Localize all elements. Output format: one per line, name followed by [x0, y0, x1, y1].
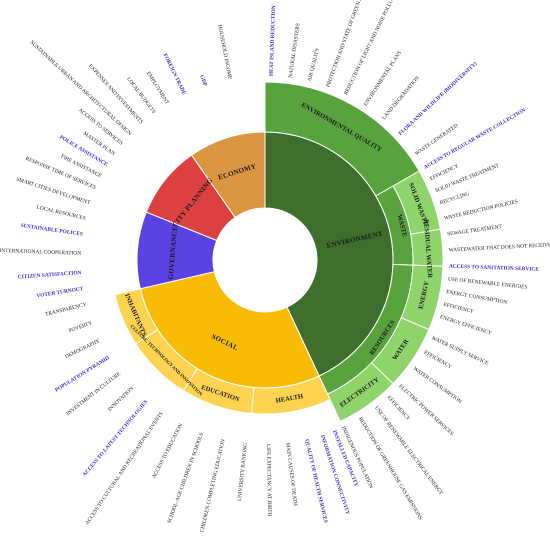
indicator-label: EFFICIENCY — [423, 350, 453, 371]
indicator-label: POVERTY — [68, 320, 93, 334]
indicator-label: VOTER TURNOUT — [36, 286, 84, 299]
indicator-label: GDP — [198, 74, 208, 87]
segment-inhabitants — [114, 288, 159, 345]
indicator-label: EFFICIENCY — [386, 395, 411, 422]
indicator-label: AIR QUALITY — [307, 47, 321, 82]
indicator-label: CHILDREN COMPLETING EDUCATION — [199, 439, 226, 534]
indicator-label: ACCESS TO LATEST TECHNOLOGIES — [82, 399, 149, 478]
subcategory-ring — [326, 170, 444, 422]
indicator-label: LIFE EXPECTANCY AT BIRTH — [265, 444, 272, 517]
indicator-label: HOUSEHOLD INCOME — [216, 24, 233, 80]
indicator-label: POLICE ASSISTANCE — [58, 134, 109, 168]
indicator-label: ENERGY EFFICIENCY — [439, 314, 492, 336]
inner-ring — [136, 131, 394, 389]
indicator-label: DEMOGRAPHY — [64, 338, 101, 360]
indicator-label: PROTECTION AND STATE OF GREEN AREAS — [325, 0, 368, 88]
indicator-label: MAIN CAUSES OF DEATH — [284, 442, 298, 506]
indicator-label: FOREIGN TRADE — [162, 53, 187, 97]
indicator-label: SUSTAINABLE POLICES — [20, 223, 83, 238]
indicator-label: SUSTAINABLE URBAN AND ARCHITECTURAL DESI… — [29, 40, 133, 137]
indicator-label: SEWAGE TREATMENT — [447, 224, 503, 238]
segment-electricity — [326, 362, 394, 422]
indicator-label: EFFICIENCY — [443, 302, 475, 315]
indicator-label: SOLID WASTE TREATMENT — [435, 163, 501, 194]
indicator-label: REDUCTION OF GREENHOUSE GAS EMISSIONS — [357, 416, 423, 521]
indicator-label: NATURAL DISASTERS — [288, 23, 302, 78]
indicator-label: ENERGY CONSUMPTION — [446, 289, 508, 306]
indicator-label: LOCAL RESOURCES — [36, 205, 86, 222]
indicator-label: INNOVATION — [107, 386, 135, 413]
indicator-label: INTERNATIONAL COOPERATION — [0, 248, 81, 257]
indicator-label: CITIZEN SATISFACTION — [18, 270, 82, 280]
label-residual-water: RESIDUAL WATER — [422, 219, 433, 279]
category-ring — [114, 81, 420, 415]
indicator-label: ACCESS TO SANITATION SERVICE — [449, 264, 540, 273]
indicator-label: WASTE REDUCTION POLICIES — [444, 199, 519, 222]
indicator-label: WASTEWATER THAT DOES NOT RECEIVE TREATME… — [449, 240, 550, 253]
indicator-label: USE OF RENEWABLE ENERGIES — [448, 276, 528, 290]
label-health: HEALTH — [275, 393, 304, 405]
indicator-label: HEAT ISLAND REDUCTION — [269, 5, 277, 76]
indicator-label: TRANSPARENCY — [45, 302, 88, 318]
indicator-label: RECYCLING — [439, 191, 470, 206]
indicator-label: UNIVERSITY RANKING — [237, 443, 249, 502]
indicator-label: ACCESS TO EDUCATION — [151, 423, 184, 480]
indicator-label: FLORA AND WILDLIFE (BIODIVERSITY) — [397, 60, 479, 137]
indicator-label: LAND DEGRADATION — [381, 75, 421, 121]
